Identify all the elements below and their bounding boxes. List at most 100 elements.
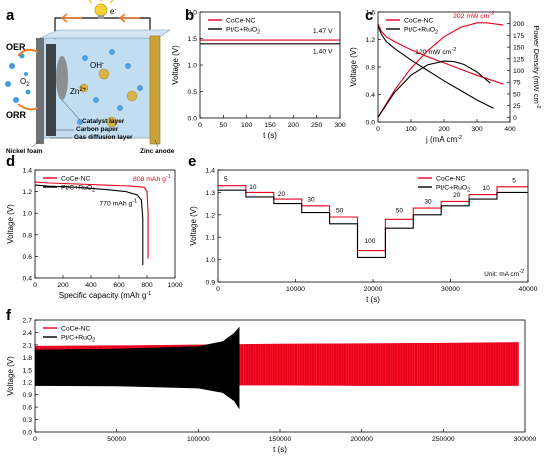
panel-letter-c: c <box>365 7 373 24</box>
y-tick-label-d-2: 0.8 <box>23 232 33 239</box>
step-label-e-3: 30 <box>307 196 315 203</box>
x-tick-label-c-0: 0 <box>376 126 380 133</box>
zinc-anode-label: Zinc anode <box>140 148 175 155</box>
x-axis-label-d: Specific capacity (mAh g-1 <box>59 291 151 300</box>
legend-label-e-1: Pt/C+RuO2 <box>436 185 470 194</box>
plot-area-d <box>35 181 149 265</box>
oer-label: OER <box>6 42 26 52</box>
orr-label: ORR <box>6 110 27 120</box>
legend-label-e-0: CoCe-NC <box>436 176 466 183</box>
x-axis-label-f: t (s) <box>273 445 287 454</box>
y2-tick-label-c-2: 50 <box>513 91 521 98</box>
panel-letter-e: e <box>188 153 196 170</box>
panel-a-schematic: a e- OH- Zn2+ <box>5 0 175 155</box>
y-tick-label-c-2: 0.8 <box>366 65 376 72</box>
y2-tick-label-c-3: 75 <box>513 80 521 87</box>
x-tick-label-b-0: 0 <box>198 122 202 129</box>
x-tick-label-c-3: 300 <box>471 126 483 133</box>
x-tick-label-d-2: 400 <box>85 282 97 289</box>
electron-label: e- <box>110 7 116 16</box>
series-d-0-line <box>35 181 149 259</box>
electron-flow-arrow <box>118 13 140 23</box>
y-tick-label-f-2: 0.6 <box>23 405 33 412</box>
series-d-1-line <box>35 184 144 265</box>
oer-arrow <box>17 48 39 57</box>
x-tick-label-d-4: 800 <box>141 282 153 289</box>
plot-area-c <box>378 22 504 118</box>
y-tick-label-f-1: 0.3 <box>23 417 33 424</box>
x-tick-label-f-0: 0 <box>33 436 37 443</box>
x-tick-label-e-0: 0 <box>216 286 220 293</box>
annotation-d-0: 808 mAh g-1 <box>133 174 171 183</box>
x-tick-label-b-2: 100 <box>241 122 253 129</box>
y-tick-label-f-5: 1.5 <box>23 367 33 374</box>
plot-area-b <box>200 39 340 45</box>
y-tick-label-f-0: 0.0 <box>23 430 33 437</box>
y-tick-label-e-1: 1.0 <box>206 257 216 264</box>
y2-tick-label-c-7: 175 <box>513 33 525 40</box>
lightbulb-icon <box>88 0 114 19</box>
step-label-e-10: 5 <box>512 177 516 184</box>
panel-letter-f: f <box>6 307 12 324</box>
y-tick-label-f-6: 1.8 <box>23 355 33 362</box>
y-tick-label-d-0: 0.4 <box>23 276 33 283</box>
x-tick-label-b-1: 50 <box>220 122 228 129</box>
y-tick-label-e-0: 0.9 <box>206 280 216 287</box>
y-tick-label-e-2: 1.1 <box>206 235 216 242</box>
series-c-3-line <box>378 60 491 118</box>
catalyst-layer-label: Catalyst layer <box>82 118 125 125</box>
series-e-0-line <box>218 185 528 252</box>
y-tick-label-b-3: 1.5 <box>188 36 198 43</box>
y2-tick-label-c-0: 0 <box>513 115 517 122</box>
annotation-c-1: 120 mW cm-2 <box>415 47 456 56</box>
y-tick-label-b-1: 0.5 <box>188 89 198 96</box>
x-tick-label-b-3: 150 <box>264 122 276 129</box>
y2-tick-label-c-6: 150 <box>513 45 525 52</box>
legend-label-c-0: CoCe-NC <box>404 18 434 25</box>
y-tick-label-d-4: 1.2 <box>23 189 33 196</box>
unit-note-e: Unit: mA cm-2 <box>484 269 524 278</box>
oh-ion-label: OH- <box>90 61 104 70</box>
y-tick-label-d-5: 1.4 <box>23 168 33 175</box>
step-label-e-5: 100 <box>364 238 375 245</box>
y-tick-label-c-1: 0.4 <box>366 92 376 99</box>
step-label-e-8: 20 <box>453 192 461 199</box>
nickel-foam-electrode <box>36 38 44 144</box>
series-c-2-line <box>378 22 504 118</box>
x-tick-label-d-1: 200 <box>57 282 69 289</box>
gas-diffusion-label: Gas diffusion layer <box>74 134 133 141</box>
annotation-b-0: 1.47 V <box>313 28 333 35</box>
y-tick-label-c-3: 1.2 <box>366 37 376 44</box>
y-tick-label-f-4: 1.2 <box>23 380 33 387</box>
y-axis-label-d: Voltage (V) <box>6 204 15 244</box>
x-tick-label-c-4: 400 <box>504 126 516 133</box>
x-tick-label-c-1: 100 <box>405 126 417 133</box>
y2-tick-label-c-5: 125 <box>513 56 525 63</box>
catalyst-layer <box>56 56 68 100</box>
x-tick-label-e-1: 10000 <box>286 286 305 293</box>
step-label-e-6: 50 <box>396 208 404 215</box>
step-label-e-9: 10 <box>483 185 491 192</box>
y-axis-label-c: Voltage (V) <box>349 47 358 87</box>
y-axis-label-b: Voltage (V) <box>171 45 180 85</box>
y-tick-label-c-4: 1.6 <box>366 10 376 17</box>
y2-axis-label-c: Power Density (mW cm-2 <box>532 25 541 108</box>
annotation-b-1: 1.40 V <box>313 48 333 55</box>
y-tick-label-e-5: 1.4 <box>206 168 216 175</box>
o2-bubble-icon <box>5 53 31 103</box>
step-label-e-2: 20 <box>278 191 286 198</box>
x-tick-label-d-5: 1000 <box>167 282 182 289</box>
x-tick-label-e-4: 40000 <box>519 286 538 293</box>
y-axis-label-f: Voltage (V) <box>6 356 15 396</box>
carbon-paper-label: Carbon paper <box>76 126 119 133</box>
legend-label-c-1: Pt/C+RuO2 <box>404 27 438 36</box>
panel-b-chart: b 0 50 100 150 200 250 300 0.0 0.5 1.0 1.5 2.0 t (s) V… <box>171 7 346 140</box>
panel-d-chart: d 0 200 400 600 800 1000 0.4 0.6 0.8 1.0 1.2 1.4 Spec… <box>6 153 183 300</box>
x-axis-label-b: t (s) <box>263 131 277 140</box>
y-tick-label-e-3: 1.2 <box>206 212 216 219</box>
current-flow-arrow <box>60 13 82 23</box>
y-tick-label-f-9: 2.7 <box>23 318 33 325</box>
legend-label-f-1: Pt/C+RuO2 <box>61 335 95 344</box>
legend-label-b-1: Pt/C+RuO2 <box>226 27 260 36</box>
